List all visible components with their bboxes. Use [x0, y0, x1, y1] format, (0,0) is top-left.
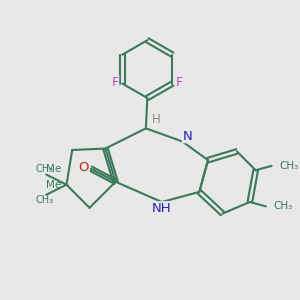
- Text: H: H: [152, 113, 160, 126]
- Text: CH₃: CH₃: [274, 201, 293, 211]
- Text: CH₃: CH₃: [36, 164, 54, 174]
- Text: F: F: [112, 76, 119, 88]
- Text: CH₃: CH₃: [36, 195, 54, 205]
- Text: N: N: [182, 130, 192, 142]
- Text: NH: NH: [152, 202, 172, 215]
- Text: CH₃: CH₃: [280, 161, 299, 171]
- Text: Me: Me: [46, 164, 61, 174]
- Text: F: F: [176, 76, 183, 88]
- Text: Me: Me: [46, 180, 61, 190]
- Text: O: O: [79, 161, 89, 174]
